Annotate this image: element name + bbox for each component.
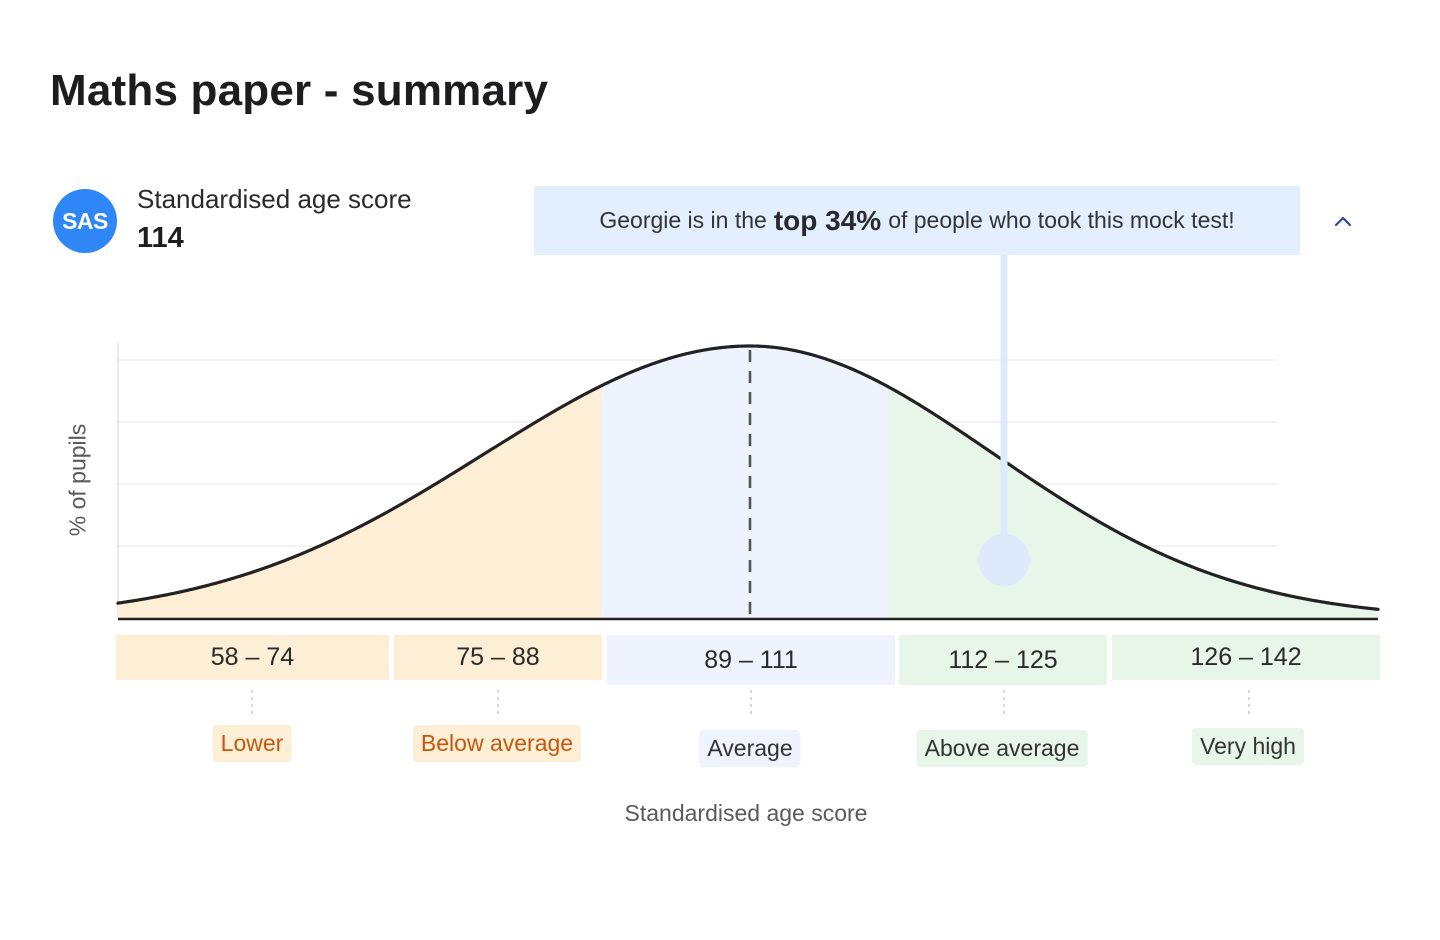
score-value: 114 xyxy=(137,222,184,254)
callout-prefix: Georgie is in the xyxy=(599,207,767,233)
region-lower xyxy=(118,385,601,619)
band-tag: Below average xyxy=(412,725,582,762)
y-axis-label: % of pupils xyxy=(64,423,91,537)
percentile-callout: Georgie is in the top 34% of people who … xyxy=(534,186,1300,255)
band-tag: Above average xyxy=(916,730,1088,767)
range-box: 75 – 88 xyxy=(394,635,602,680)
callout-suffix: of people who took this mock test! xyxy=(888,207,1235,233)
band-tag: Lower xyxy=(212,725,292,762)
band-tag: Very high xyxy=(1192,728,1304,765)
sas-badge: SAS xyxy=(53,189,117,253)
page-title: Maths paper - summary xyxy=(50,66,549,115)
region-average xyxy=(601,346,888,619)
range-box: 58 – 74 xyxy=(116,635,389,680)
range-box: 112 – 125 xyxy=(899,635,1107,685)
distribution-curve xyxy=(116,344,1380,611)
x-axis-label: Standardised age score xyxy=(624,800,868,826)
band-tag: Average xyxy=(699,730,801,767)
collapse-button[interactable] xyxy=(1328,206,1358,236)
callout-highlight: top 34% xyxy=(773,204,882,236)
score-label: Standardised age score xyxy=(137,184,412,214)
range-box: 126 – 142 xyxy=(1112,635,1380,680)
range-box: 89 – 111 xyxy=(607,635,895,685)
pupil-marker-dot xyxy=(978,534,1030,586)
chevron-up-icon xyxy=(1334,216,1352,227)
